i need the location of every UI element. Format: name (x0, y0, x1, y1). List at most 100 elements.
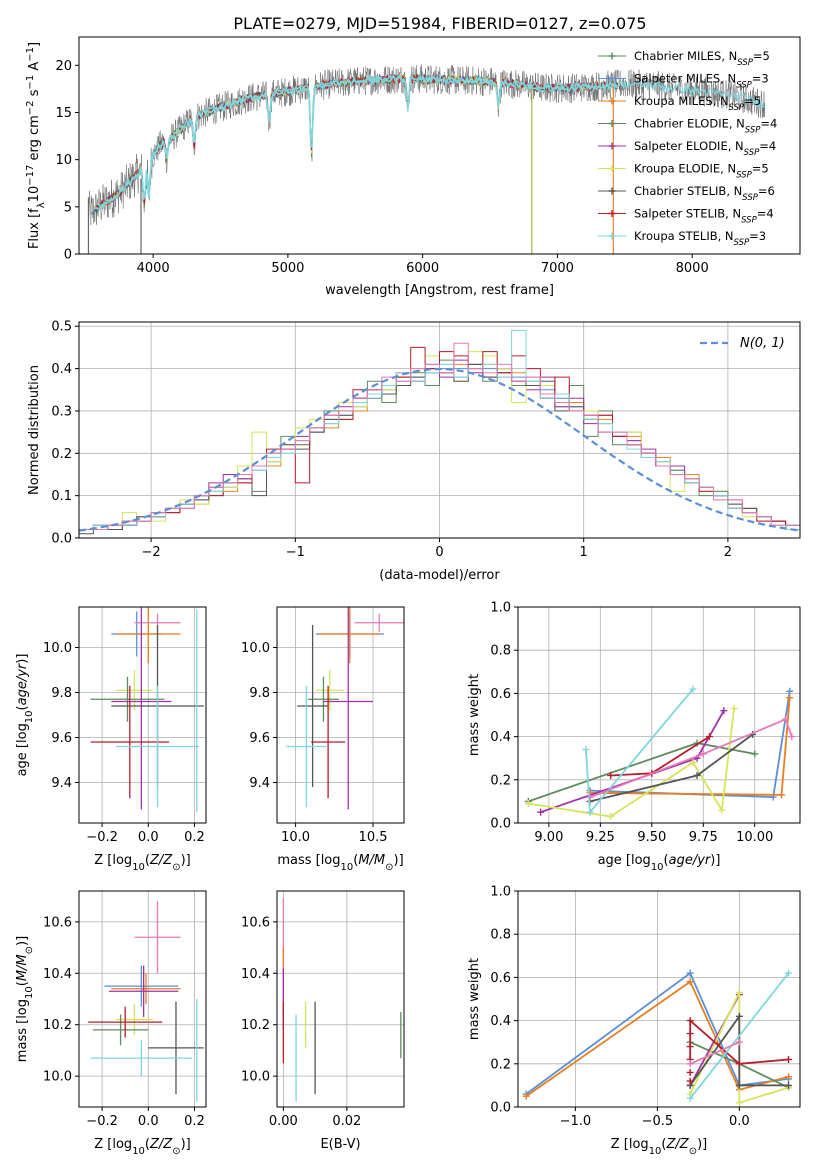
label-part: Z [log (611, 1137, 649, 1152)
weight-age-xlabel: age [log10(age/yr)] (598, 853, 721, 873)
mass-vs-z-xlabel: Z [log10(Z/Z⊙)] (94, 1137, 191, 1157)
legend-marker (608, 52, 616, 60)
normal-curve (79, 367, 800, 532)
y-tick-label: 0.8 (490, 644, 511, 659)
legend-tail: =4 (759, 139, 776, 153)
legend-text: Kroupa ELODIE, N (634, 162, 736, 176)
weight-series (589, 718, 793, 798)
y-tick-label: 9.6 (51, 731, 72, 746)
weight-ylabel: mass weight (467, 674, 482, 756)
model-spectrum (92, 73, 618, 216)
label-part: Z/Z (149, 1137, 173, 1152)
label-part: ⊙ (172, 1146, 180, 1157)
legend-entry: Chabrier STELIB, NSSP=6 (634, 184, 775, 203)
label-part: )] (181, 1137, 191, 1152)
y-tick-label: 0.2 (51, 447, 72, 462)
x-tick-label: −0.5 (642, 1114, 674, 1129)
label-part: Z [log (94, 1137, 132, 1152)
legend-marker (608, 142, 616, 150)
x-tick-label: 5000 (271, 261, 304, 276)
weight-point (607, 771, 615, 779)
label-part: Z [log (94, 853, 132, 868)
label-part: Z/Z (666, 1137, 690, 1152)
legend-entry: Salpeter MILES, NSSP=3 (634, 72, 769, 91)
best-fit-spectrum (93, 74, 617, 210)
label-part: ( (353, 853, 358, 868)
y-tick-label: 0.2 (490, 773, 511, 788)
x-tick-label: 0.2 (184, 1114, 205, 1129)
model-spectrum (91, 73, 618, 215)
x-tick-label: −0.2 (86, 1114, 118, 1129)
errorbar-point (111, 973, 181, 1005)
y-tick-label: 9.4 (51, 776, 72, 791)
weight-point (735, 989, 743, 997)
ebv-xlabel: E(B-V) (320, 1137, 360, 1152)
weight-point (782, 715, 790, 723)
weight-point (705, 733, 713, 741)
mass-vs-z-ylabel: mass [log10(M/M⊙)] (15, 936, 35, 1062)
weight-point (522, 1092, 530, 1100)
errorbars (90, 607, 204, 812)
errorbars (286, 607, 404, 810)
spectrum-ylabel: Flux [fλ10−17 erg cm−2 s−1 A−1] (25, 42, 47, 249)
y-tick-label: 0.8 (490, 928, 511, 943)
label-part: ⊙ (689, 1146, 697, 1157)
errorbar-point (109, 965, 179, 1017)
label-part: Flux [f (27, 208, 42, 249)
y-tick-label: 9.8 (249, 686, 270, 701)
legend-tail: =6 (758, 184, 775, 198)
y-tick-label: 0.6 (490, 687, 511, 702)
y-tick-label: 0 (64, 248, 72, 263)
spectrum-lines (87, 64, 766, 254)
x-tick-label: 2 (724, 545, 732, 560)
y-tick-label: 20 (55, 59, 72, 74)
age-vs-mass-panel: 10.0 10.5 9.4 9.6 9.8 10.0 mass [log10(M/M⊙)] (241, 606, 405, 873)
legend-text: Chabrier MILES, N (634, 49, 737, 63)
weight-point (720, 707, 728, 715)
axes-frame (276, 890, 405, 1108)
errorbar-point (90, 1040, 193, 1077)
weight-point (777, 791, 785, 799)
spectrum-xlabel: wavelength [Angstrom, rest frame] (325, 283, 554, 298)
label-part: mass [log (15, 999, 30, 1062)
errorbar-point (134, 901, 181, 974)
weight-point (735, 1099, 743, 1107)
weight-vs-age-panel: 9.00 9.25 9.50 9.75 10.00 0.0 0.2 0.4 0.6 0.8 1.0 a… (467, 601, 801, 873)
legend-sub: SSP (742, 193, 758, 203)
label-part: )] (15, 936, 30, 946)
weight-point (686, 1030, 694, 1038)
weight-point (693, 771, 701, 779)
spectrum-panel: 4000 5000 6000 7000 8000 0 5 10 15 20 wavelength [… (25, 36, 801, 298)
y-tick-label: 10.6 (43, 915, 72, 930)
legend-entry: Salpeter STELIB, NSSP=4 (634, 207, 774, 226)
legend-entry: Kroupa STELIB, NSSP=3 (634, 229, 766, 248)
label-part: s (27, 89, 42, 100)
y-tick-label: 15 (55, 106, 72, 121)
label-part: ] (27, 42, 42, 47)
legend-sub: SSP (745, 126, 761, 136)
legend-tail: =5 (744, 94, 761, 108)
label-part: age/yr (15, 662, 30, 705)
x-tick-label: 9.50 (637, 830, 666, 845)
label-part: )] (697, 1137, 707, 1152)
weight-point (686, 1077, 694, 1085)
y-tick-label: 0.2 (490, 1057, 511, 1072)
legend-entry: Kroupa ELODIE, NSSP=5 (634, 162, 769, 181)
x-tick-label: 0.2 (184, 830, 205, 845)
weight-series (689, 972, 790, 1099)
x-tick-label: −1 (286, 545, 305, 560)
legend-text: Kroupa STELIB, N (634, 229, 734, 243)
y-tick-label: 0.5 (51, 320, 72, 335)
axes-frame (78, 321, 801, 539)
weight-point (686, 969, 694, 977)
legend-marker (608, 187, 616, 195)
legend-marker (608, 165, 616, 172)
label-part: age [log (598, 853, 651, 868)
label-part: 10 (132, 862, 145, 873)
y-tick-label: 10 (55, 153, 72, 168)
axes-frame (78, 606, 207, 824)
residuals-panel: −2 −1 0 1 2 0.0 0.1 0.2 0.3 0.4 0.5 (data-model)/er… (27, 320, 801, 583)
weight-point (582, 746, 590, 754)
errorbar-point (148, 1001, 204, 1095)
weight-point (686, 978, 694, 986)
